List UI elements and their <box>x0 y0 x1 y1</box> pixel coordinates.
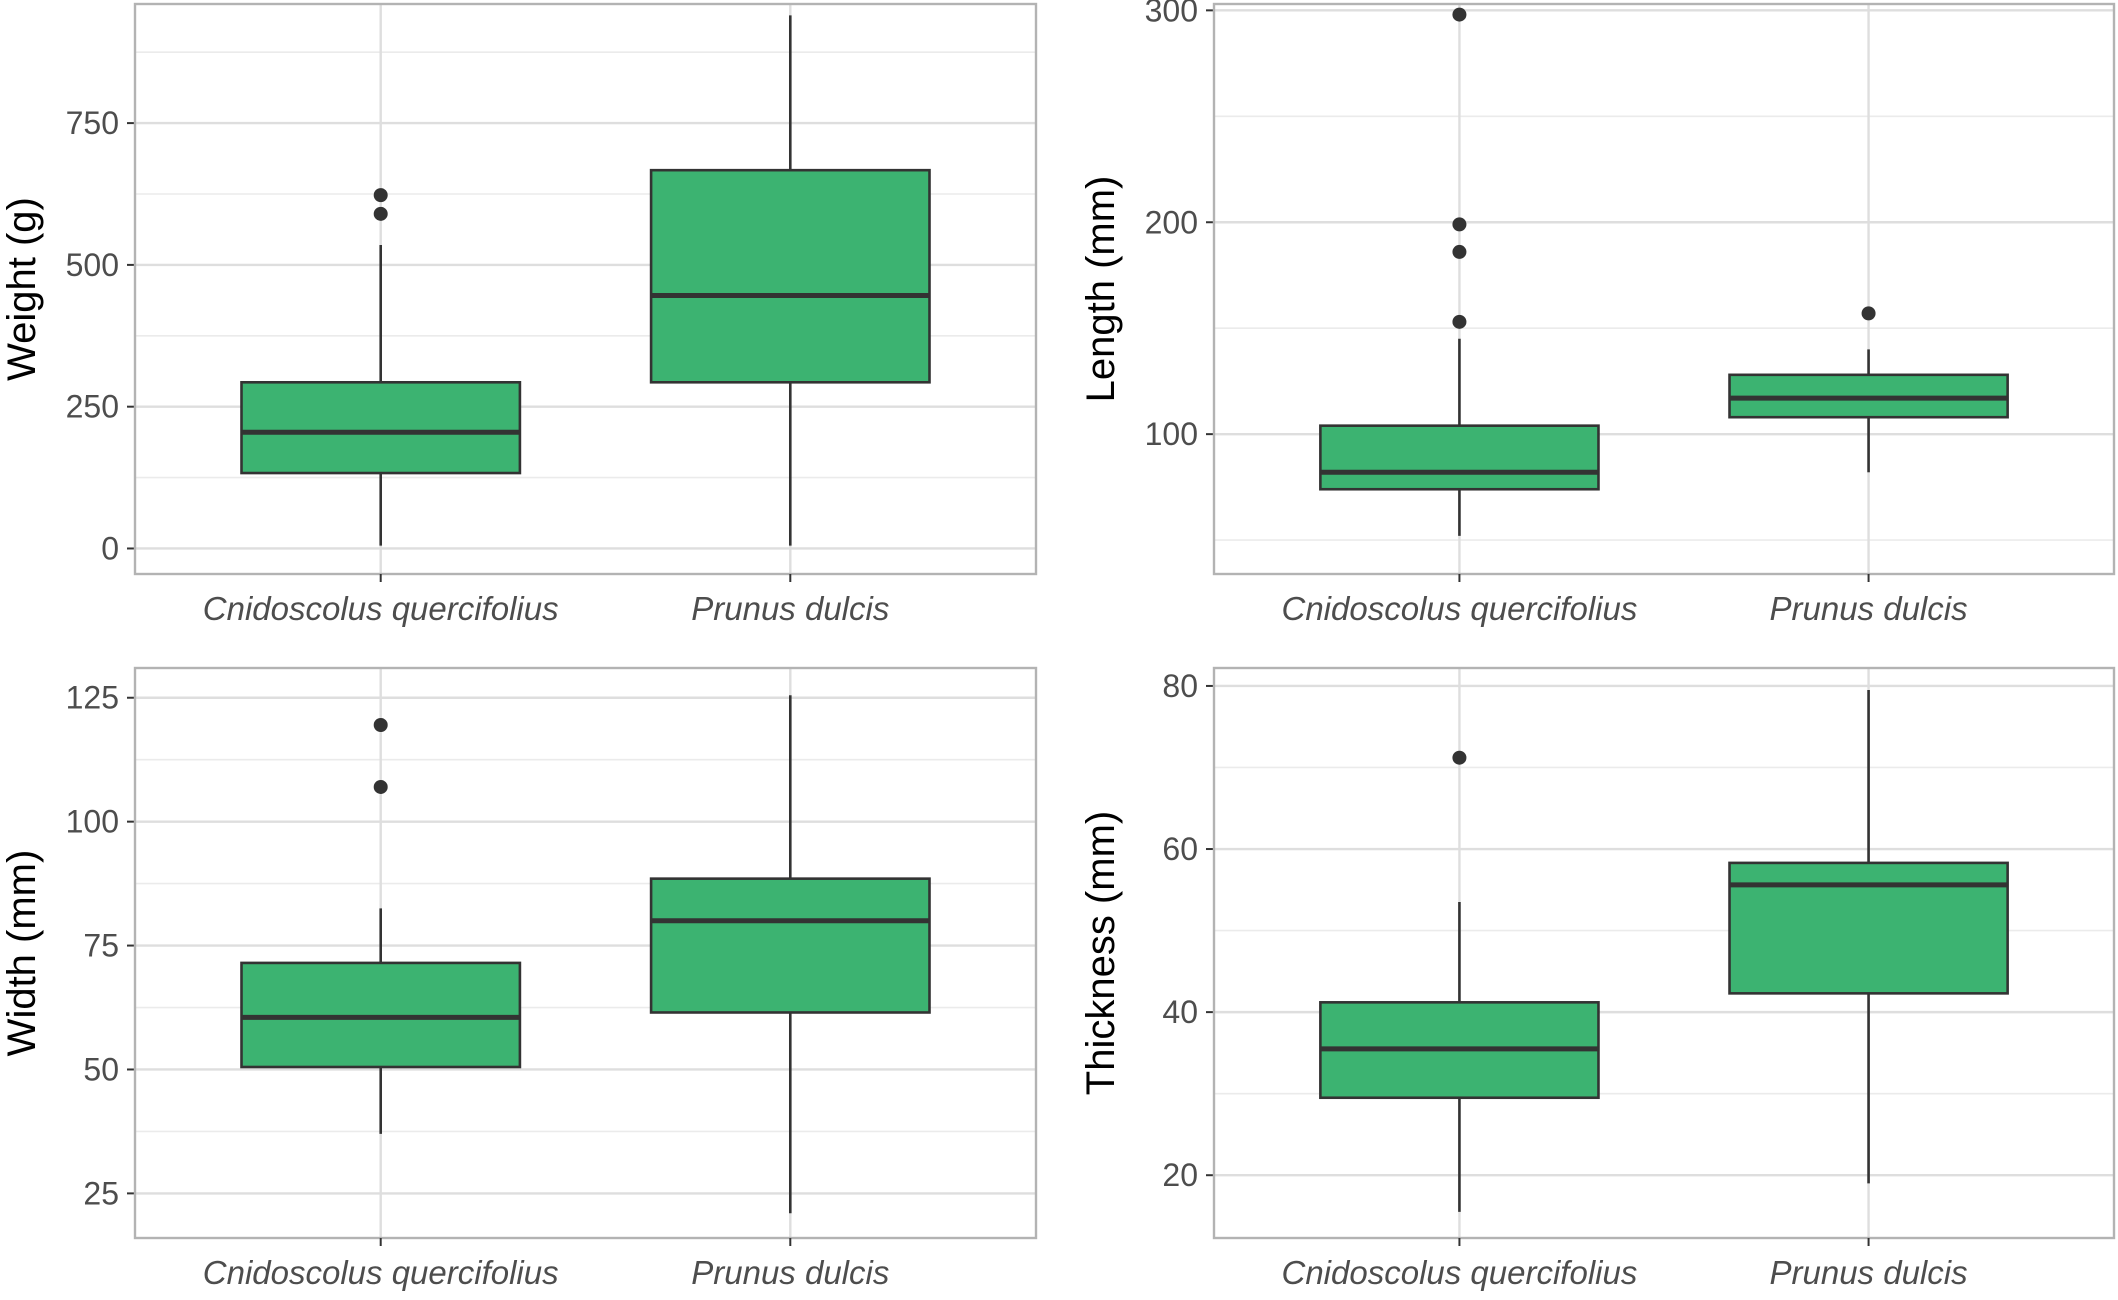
outlier-point <box>373 206 388 221</box>
x-category-label: Prunus dulcis <box>691 590 889 627</box>
panel-border <box>133 2 1038 576</box>
y-tick-label: 40 <box>1162 994 1198 1030</box>
y-axis-label: Thickness (mm) <box>1079 811 1123 1095</box>
y-tick-label: 20 <box>1162 1157 1198 1193</box>
y-tick-label: 300 <box>1145 0 1198 28</box>
box <box>649 168 931 384</box>
box <box>240 380 522 475</box>
box <box>649 877 931 1014</box>
y-tick-label: 75 <box>83 928 119 964</box>
y-tick-label: 100 <box>1145 416 1198 452</box>
outlier-point <box>1452 244 1467 259</box>
y-tick-label: 125 <box>66 680 119 716</box>
y-tick-label: 200 <box>1145 204 1198 240</box>
y-axis-label: Weight (g) <box>0 197 44 381</box>
y-axis-label: Length (mm) <box>1079 176 1123 403</box>
y-tick-label: 50 <box>83 1051 119 1087</box>
outlier-point <box>373 188 388 203</box>
x-category-label: Cnidoscolus quercifolius <box>1282 1254 1638 1291</box>
y-tick-label: 60 <box>1162 831 1198 867</box>
y-tick-label: 0 <box>101 530 119 566</box>
panel-border <box>1212 666 2116 1240</box>
outlier-point <box>373 718 388 732</box>
panel-4: 20 40 60 80 Cnidoscolus quercifolius Prunus d… <box>1079 666 2116 1291</box>
panel-3: 25 50 75 100 125 Cnidoscolus quercifolius Prun… <box>0 666 1038 1291</box>
y-tick-label: 80 <box>1162 668 1198 704</box>
x-category-label: Cnidoscolus quercifolius <box>203 590 559 627</box>
outlier-point <box>1861 306 1876 321</box>
panel-1: 0 250 500 750 Cnidoscolus quercifolius Prunus… <box>0 2 1038 627</box>
x-category-label: Prunus dulcis <box>1770 590 1968 627</box>
y-tick-label: 100 <box>66 804 119 840</box>
panel-border <box>1212 2 2116 576</box>
outlier-point <box>1452 750 1467 765</box>
y-tick-label: 250 <box>66 389 119 425</box>
outlier-point <box>1452 314 1467 329</box>
x-category-label: Prunus dulcis <box>1770 1254 1968 1291</box>
panel-border <box>133 666 1038 1240</box>
x-category-label: Prunus dulcis <box>691 1254 889 1291</box>
x-category-label: Cnidoscolus quercifolius <box>203 1254 559 1291</box>
y-tick-label: 750 <box>66 105 119 141</box>
panel-2: 100 200 300 Cnidoscolus quercifolius Prunus … <box>1079 0 2116 627</box>
box <box>1319 424 1600 491</box>
y-tick-label: 500 <box>66 247 119 283</box>
y-axis-label: Width (mm) <box>0 850 44 1057</box>
outlier-point <box>373 779 388 794</box>
x-category-label: Cnidoscolus quercifolius <box>1282 590 1638 627</box>
outlier-point <box>1452 7 1467 22</box>
outlier-point <box>1452 217 1467 232</box>
y-tick-label: 25 <box>83 1175 119 1211</box>
